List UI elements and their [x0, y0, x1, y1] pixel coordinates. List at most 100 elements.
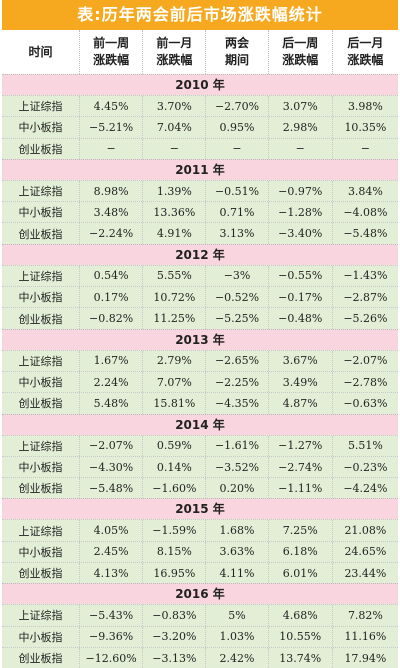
value-cell: 0.59% [143, 435, 207, 456]
value-cell: −1.59% [143, 520, 207, 541]
value-cell: −2.78% [343, 375, 388, 389]
value-cell: −3% [206, 265, 269, 287]
value-cell: −4.30% [80, 456, 144, 478]
year-row: 2012 年 [2, 243, 398, 265]
value-cell: −3.52% [206, 456, 269, 478]
table-header: 时间 前一周 涨跌幅 前一月 涨跌幅 两会 期间 后一周 涨跌幅 后一月 涨跌幅 [2, 30, 398, 74]
value-cell: 1.03% [206, 626, 269, 647]
value-cell: −2.65% [206, 350, 269, 371]
index-name-cell: 上证综指 [2, 265, 81, 287]
table-row: 中小板指 −4.30% 0.14% −3.52% −2.74% −0.23% [2, 455, 398, 478]
year-row: 2015 年 [2, 498, 398, 520]
value-cell: 1.67% [80, 350, 144, 371]
value-cell: 0.54% [80, 265, 144, 287]
index-name-cell: 创业板指 [2, 138, 81, 159]
index-name-cell: 中小板指 [2, 456, 81, 478]
value-cell: −5.21% [80, 117, 144, 138]
value-cell: −2.87% [343, 290, 388, 304]
index-name-cell: 上证综指 [2, 520, 81, 541]
value-cell: − [360, 142, 371, 156]
index-name-cell: 中小板指 [2, 626, 81, 647]
value-cell: −0.82% [80, 308, 144, 329]
year-group: 2014 年上证综指 −2.07% 0.59% −1.61% −1.27% 5.51% 中小… [2, 413, 398, 499]
table-row: 中小板指 −5.21% 7.04% 0.95% 2.98% 10.35% [2, 116, 398, 138]
table-row: 中小板指 2.24% 7.07% −2.25% 3.49% −2.78% [2, 370, 398, 393]
value-cell: 5% [206, 605, 269, 626]
value-cell: 6.01% [269, 563, 333, 584]
table-row: 创业板指 5.48% 15.81% −4.35% 4.87% −0.63% [2, 392, 398, 414]
index-name-cell: 创业板指 [2, 478, 81, 499]
value-cell: − [269, 138, 333, 159]
table-body: 2010 年上证综指 4.45% 3.70% −2.70% 3.07% 3.98% 中小板指… [2, 74, 398, 668]
table-row: 创业板指 −5.48% −1.60% 0.20% −1.11% −4.24% [2, 477, 398, 499]
year-group: 2011 年上证综指 8.98% 1.39% −0.51% −0.97% 3.84% 中小板… [2, 158, 398, 244]
value-cell: 5.51% [347, 439, 383, 453]
value-cell: 3.63% [206, 541, 269, 563]
value-cell: −0.23% [343, 460, 388, 474]
value-cell: 0.71% [206, 202, 269, 223]
index-name-cell: 中小板指 [2, 541, 81, 563]
value-cell: 13.74% [269, 647, 333, 668]
value-cell: −4.08% [343, 205, 388, 219]
value-cell: −1.43% [343, 269, 388, 283]
value-cell: −2.74% [269, 456, 333, 478]
value-cell: 2.24% [80, 371, 144, 393]
year-group: 2013 年上证综指 1.67% 2.79% −2.65% 3.67% −2.07% 中小板… [2, 328, 398, 414]
value-cell: 7.04% [143, 117, 207, 138]
value-cell: −3.40% [269, 223, 333, 244]
table-row: 上证综指 4.05% −1.59% 1.68% 7.25% 21.08% [2, 519, 398, 541]
table-row: 上证综指 4.45% 3.70% −2.70% 3.07% 3.98% [2, 95, 398, 117]
value-cell: −2.07% [343, 354, 388, 368]
value-cell: −9.36% [80, 626, 144, 647]
value-cell: 3.48% [80, 202, 144, 223]
value-cell: 2.79% [143, 350, 207, 371]
value-cell: 10.72% [143, 287, 207, 308]
year-group: 2016 年上证综指 −5.43% −0.83% 5% 4.68% 7.82% 中小板指 −9… [2, 583, 398, 668]
value-cell: 8.15% [143, 541, 207, 563]
value-cell: −5.48% [80, 478, 144, 499]
table-row: 创业板指 −0.82% 11.25% −5.25% −0.48% −5.26% [2, 307, 398, 329]
year-group: 2015 年上证综指 4.05% −1.59% 1.68% 7.25% 21.08% 中小板… [2, 498, 398, 584]
year-row: 2010 年 [2, 74, 398, 95]
value-cell: 10.35% [344, 120, 387, 134]
value-cell: 24.65% [344, 545, 387, 559]
value-cell: 4.11% [206, 563, 269, 584]
value-cell: 0.20% [206, 478, 269, 499]
value-cell: 0.14% [143, 456, 207, 478]
year-group: 2010 年上证综指 4.45% 3.70% −2.70% 3.07% 3.98% 中小板指… [2, 74, 398, 159]
index-name-cell: 上证综指 [2, 96, 81, 117]
value-cell: 7.07% [143, 371, 207, 393]
index-name-cell: 上证综指 [2, 180, 81, 202]
value-cell: −5.26% [343, 312, 388, 326]
value-cell: −0.48% [269, 308, 333, 329]
table-row: 创业板指 −2.24% 4.91% 3.13% −3.40% −5.48% [2, 222, 398, 244]
value-cell: 11.16% [344, 630, 387, 644]
index-name-cell: 创业板指 [2, 223, 81, 244]
table-row: 上证综指 −5.43% −0.83% 5% 4.68% 7.82% [2, 604, 398, 626]
value-cell: 3.07% [269, 96, 333, 117]
value-cell: 4.45% [80, 96, 144, 117]
table-row: 上证综指 0.54% 5.55% −3% −0.55% −1.43% [2, 264, 398, 287]
value-cell: −3.20% [143, 626, 207, 647]
header-during: 两会 期间 [206, 30, 269, 74]
header-next-month: 后一月 涨跌幅 [347, 36, 384, 67]
table-title: 表:历年两会前后市场涨跌幅统计 [2, 0, 398, 30]
value-cell: −0.52% [206, 287, 269, 308]
value-cell: −0.17% [269, 287, 333, 308]
value-cell: 1.39% [143, 180, 207, 202]
index-name-cell: 中小板指 [2, 287, 81, 308]
value-cell: −0.51% [206, 180, 269, 202]
value-cell: 1.68% [206, 520, 269, 541]
value-cell: −1.27% [269, 435, 333, 456]
value-cell: − [143, 138, 207, 159]
value-cell: 4.87% [269, 393, 333, 414]
year-row: 2016 年 [2, 583, 398, 605]
index-name-cell: 上证综指 [2, 605, 81, 626]
header-time: 时间 [2, 30, 81, 74]
value-cell: −5.43% [80, 605, 144, 626]
index-name-cell: 创业板指 [2, 563, 81, 584]
value-cell: 3.70% [143, 96, 207, 117]
value-cell: −1.61% [206, 435, 269, 456]
value-cell: 7.82% [347, 608, 383, 622]
